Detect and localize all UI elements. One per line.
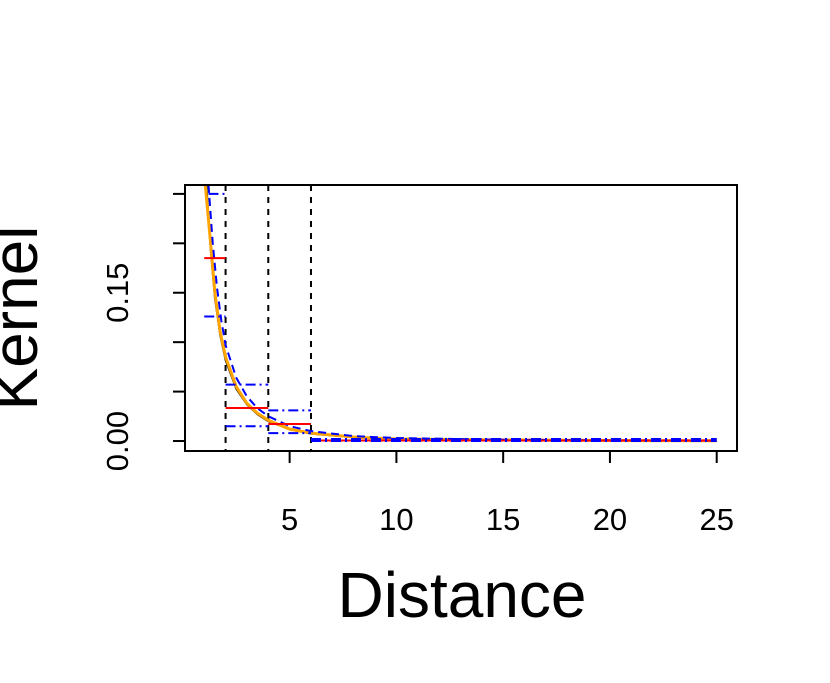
- y-tick-label: 0.00: [100, 411, 135, 471]
- y-axis-title: Kernel: [0, 226, 51, 411]
- plot-frame: [184, 184, 738, 452]
- x-tick-label: 25: [699, 502, 733, 537]
- kernel-curve: [203, 185, 717, 443]
- kernel-curve: [207, 185, 717, 442]
- y-tick-label: 0.15: [100, 263, 135, 323]
- x-tick-label: 20: [593, 502, 627, 537]
- x-axis-title: Distance: [338, 559, 587, 631]
- kernel-curve: [205, 185, 717, 442]
- x-tick-label: 10: [379, 502, 413, 537]
- x-tick-label: 15: [486, 502, 520, 537]
- x-tick-label: 5: [281, 502, 298, 537]
